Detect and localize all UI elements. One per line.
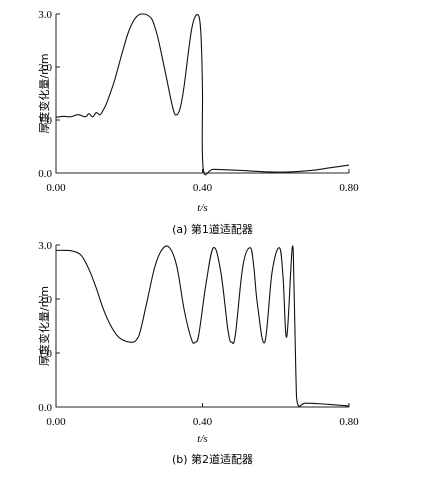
y-tick-label: 2.0 — [38, 294, 52, 306]
series-line — [55, 245, 350, 407]
x-tick-label: 0.40 — [193, 182, 213, 194]
y-tick-label: 1.0 — [38, 348, 52, 360]
chart-b: 0.0 1.0 2.0 3.0 0.00 0.40 0.80 t/s 厚度变化量/mm (b) 第… — [37, 240, 359, 466]
chart-a: 0.0 1.0 2.0 3.0 0.00 0.40 0.80 t/s 厚度变化量/mm (a) 第… — [37, 9, 359, 236]
y-tick-label: 0.0 — [38, 402, 52, 414]
y-axis-label: 厚度变化量/mm — [37, 286, 51, 366]
x-tick-label: 0.00 — [46, 416, 66, 428]
x-axis-label: t/s — [197, 433, 207, 445]
x-tick-label: 0.80 — [339, 416, 359, 428]
y-tick-label: 3.0 — [38, 240, 52, 252]
axes — [55, 245, 349, 408]
x-tick-label: 0.40 — [193, 416, 213, 428]
y-tick-label: 2.0 — [38, 62, 52, 74]
chart-caption: (b) 第2道适配器 — [172, 452, 253, 466]
y-tick-label: 1.0 — [38, 115, 52, 127]
y-tick-label: 0.0 — [38, 168, 52, 180]
x-tick-label: 0.00 — [46, 182, 66, 194]
x-axis-label: t/s — [197, 202, 207, 214]
chart-caption: (a) 第1道适配器 — [172, 222, 253, 236]
y-axis-label: 厚度变化量/mm — [37, 53, 51, 133]
x-tick-label: 0.80 — [339, 182, 359, 194]
y-tick-label: 3.0 — [38, 9, 52, 21]
series-line — [55, 13, 350, 176]
